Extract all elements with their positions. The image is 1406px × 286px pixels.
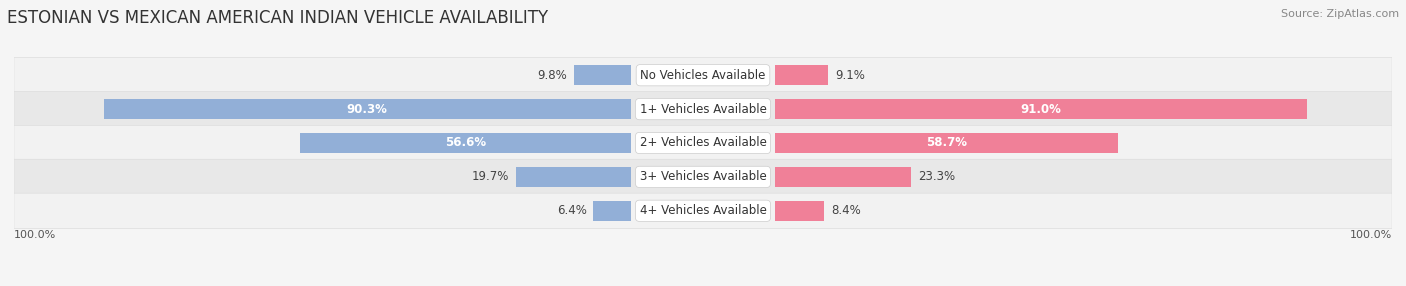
Bar bbox=[516, 167, 631, 187]
Bar bbox=[104, 99, 631, 119]
Text: Source: ZipAtlas.com: Source: ZipAtlas.com bbox=[1281, 9, 1399, 19]
FancyBboxPatch shape bbox=[14, 92, 1392, 127]
Text: 9.1%: 9.1% bbox=[835, 69, 865, 82]
Text: 56.6%: 56.6% bbox=[446, 136, 486, 150]
Text: 19.7%: 19.7% bbox=[472, 170, 509, 183]
FancyBboxPatch shape bbox=[14, 193, 1392, 229]
Bar bbox=[775, 133, 1118, 153]
Bar bbox=[775, 200, 824, 221]
Text: 9.8%: 9.8% bbox=[537, 69, 567, 82]
FancyBboxPatch shape bbox=[14, 125, 1392, 161]
Bar bbox=[574, 65, 631, 86]
FancyBboxPatch shape bbox=[14, 57, 1392, 93]
Bar bbox=[775, 99, 1306, 119]
Bar bbox=[775, 65, 828, 86]
Text: 58.7%: 58.7% bbox=[927, 136, 967, 150]
Text: 4+ Vehicles Available: 4+ Vehicles Available bbox=[640, 204, 766, 217]
Text: ESTONIAN VS MEXICAN AMERICAN INDIAN VEHICLE AVAILABILITY: ESTONIAN VS MEXICAN AMERICAN INDIAN VEHI… bbox=[7, 9, 548, 27]
Text: No Vehicles Available: No Vehicles Available bbox=[640, 69, 766, 82]
Text: 23.3%: 23.3% bbox=[918, 170, 955, 183]
Text: 6.4%: 6.4% bbox=[557, 204, 586, 217]
Text: 100.0%: 100.0% bbox=[1350, 230, 1392, 240]
Bar bbox=[301, 133, 631, 153]
Bar bbox=[593, 200, 631, 221]
Text: 100.0%: 100.0% bbox=[14, 230, 56, 240]
Text: 3+ Vehicles Available: 3+ Vehicles Available bbox=[640, 170, 766, 183]
Text: 2+ Vehicles Available: 2+ Vehicles Available bbox=[640, 136, 766, 150]
Text: 90.3%: 90.3% bbox=[347, 103, 388, 116]
FancyBboxPatch shape bbox=[14, 159, 1392, 194]
Text: 8.4%: 8.4% bbox=[831, 204, 860, 217]
Bar bbox=[775, 167, 911, 187]
Text: 91.0%: 91.0% bbox=[1021, 103, 1062, 116]
Text: 1+ Vehicles Available: 1+ Vehicles Available bbox=[640, 103, 766, 116]
